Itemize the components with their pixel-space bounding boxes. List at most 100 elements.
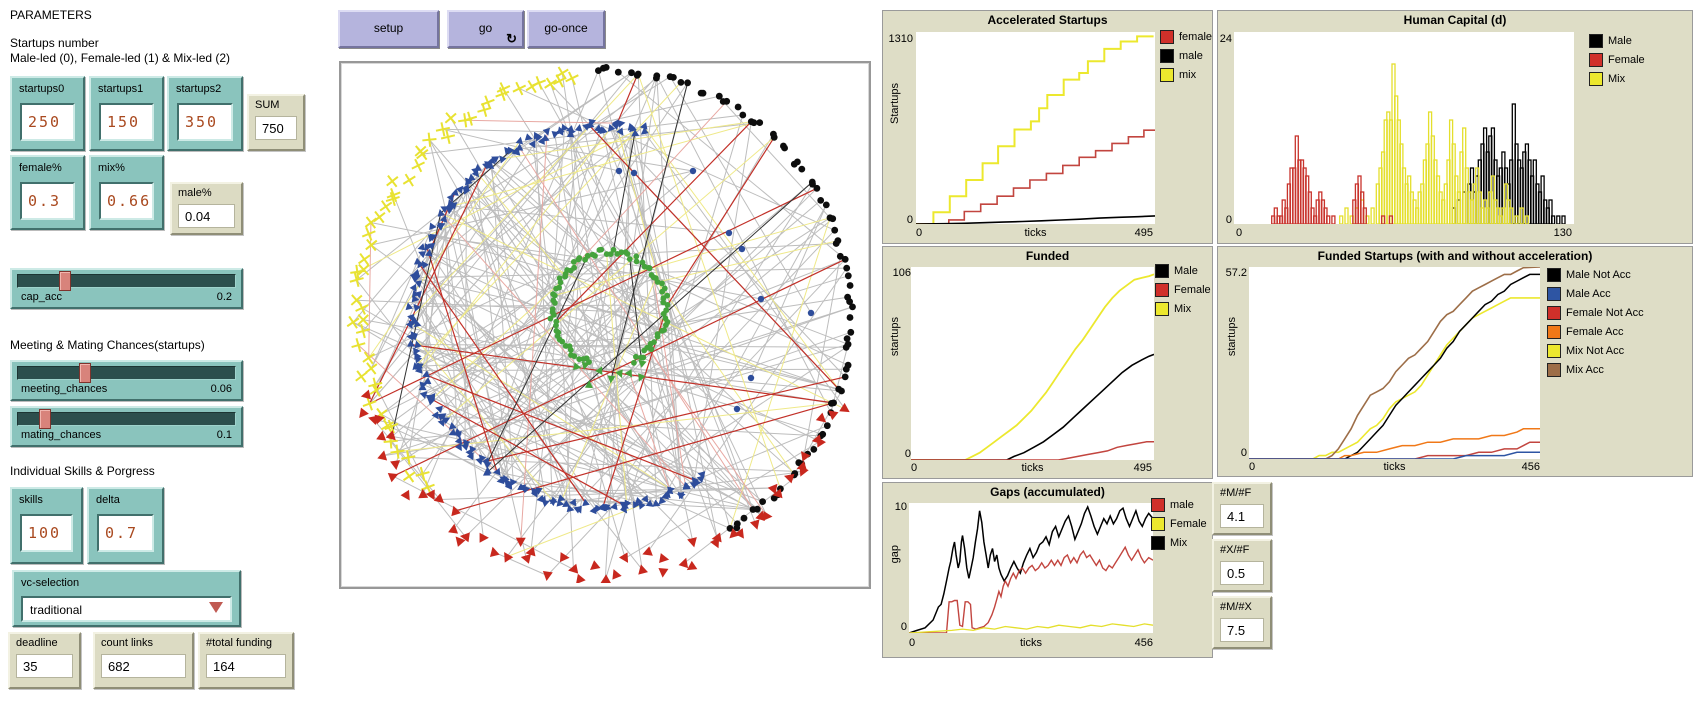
total-funding-label: #total funding [206, 637, 273, 649]
world-view [339, 61, 871, 589]
x-axis-label: ticks [1021, 462, 1044, 474]
legend-swatch [1547, 286, 1561, 301]
mix-pct-value-field[interactable]: 0.66 [99, 182, 154, 220]
x-min-tick: 0 [916, 227, 923, 239]
startups0-label: startups0 [19, 83, 65, 95]
plot-title: Funded [1025, 249, 1070, 263]
startups2-input: startups2 350 [167, 76, 243, 151]
male-pct-monitor: male% 0.04 [170, 182, 243, 235]
legend-label: Female Acc [1566, 325, 1624, 338]
startups-heading-line1: Startups number [10, 36, 99, 50]
go-once-button-label: go-once [544, 21, 588, 35]
legend-item: Female Not Acc [1547, 303, 1644, 322]
x-max-tick: 495 [1133, 462, 1152, 474]
mix-pct-input: mix% 0.66 [89, 155, 164, 230]
legend-item: Mix Acc [1547, 360, 1644, 379]
meeting-chances-value: 0.06 [210, 383, 232, 395]
x-min-tick: 0 [911, 462, 918, 474]
series-male [909, 545, 1153, 633]
legend-swatch [1547, 324, 1561, 339]
legend-item: Female [1151, 514, 1207, 533]
female-pct-input: female% 0.3 [10, 155, 85, 230]
startups1-value-field[interactable]: 150 [99, 103, 154, 141]
go-button[interactable]: go ↻ [447, 10, 524, 48]
female-pct-value-field[interactable]: 0.3 [20, 182, 75, 220]
parameters-title: PARAMETERS [10, 8, 92, 22]
series-male [911, 353, 1154, 460]
y-min-tick: 0 [904, 448, 911, 460]
hist-series-male [1451, 103, 1566, 224]
chevron-down-icon[interactable] [209, 602, 223, 613]
count-links-value: 682 [101, 654, 186, 678]
legend-item: Male [1155, 261, 1211, 280]
legend-swatch [1547, 305, 1561, 320]
y-max-tick: 57.2 [1225, 267, 1247, 279]
x-max-tick: 130 [1553, 227, 1572, 239]
forever-icon: ↻ [506, 31, 517, 46]
y-axis-label: startups [889, 317, 901, 357]
mating-chances-slider-track[interactable] [17, 409, 236, 429]
legend-label: mix [1179, 68, 1197, 81]
plot-funded-startups-acc: Funded Startups (with and without accele… [1217, 246, 1693, 477]
legend-item: Female [1155, 280, 1211, 299]
startups0-value-field[interactable]: 250 [20, 103, 75, 141]
legend-item: Mix [1151, 533, 1207, 552]
startups2-label: startups2 [176, 83, 222, 95]
x-axis-label: ticks [1024, 227, 1047, 239]
y-min-tick: 0 [1240, 447, 1247, 459]
series-female-acc [1249, 428, 1540, 459]
delta-label: delta [96, 494, 120, 506]
skills-label: skills [19, 494, 43, 506]
legend-label: Mix Not Acc [1566, 344, 1625, 357]
plot-legend: Male Female Mix [1589, 31, 1645, 88]
x-min-tick: 0 [1249, 461, 1256, 473]
startups2-value-field[interactable]: 350 [177, 103, 233, 141]
vc-selection-dropdown[interactable]: traditional [21, 596, 232, 622]
x-max-tick: 495 [1134, 227, 1153, 239]
legend-item: Male [1589, 31, 1645, 50]
skills-value-field[interactable]: 100 [20, 514, 73, 552]
legend-label: female [1179, 30, 1213, 43]
legend-swatch [1155, 263, 1169, 278]
legend-item: Male Acc [1547, 284, 1644, 303]
startups-heading-line2: Male-led (0), Female-led (1) & Mix-led (… [10, 51, 231, 65]
series-mix-acc [1249, 267, 1540, 459]
plot-title: Gaps (accumulated) [990, 485, 1105, 499]
x-f-ratio-monitor: #X/#F 0.5 [1212, 539, 1272, 592]
plot-canvas [1249, 267, 1540, 459]
mating-chances-slider: mating_chances 0.1 [10, 406, 243, 447]
x-max-tick: 456 [1521, 461, 1540, 473]
series-mix [916, 35, 1154, 224]
cap-acc-slider: cap_acc 0.2 [10, 268, 243, 309]
go-once-button[interactable]: go-once [527, 10, 605, 48]
legend-item: Female [1589, 50, 1645, 69]
legend-label: Female [1170, 517, 1207, 530]
series-female-not-acc [1249, 441, 1540, 459]
skills-input: skills 100 [10, 487, 83, 564]
meeting-chances-slider-track[interactable] [17, 363, 236, 383]
deadline-value: 35 [16, 654, 73, 678]
meeting-chances-slider-handle[interactable] [79, 363, 91, 383]
y-max-tick: 1310 [888, 33, 913, 45]
deadline-label: deadline [16, 637, 58, 649]
plot-legend: male Female Mix [1151, 495, 1207, 552]
legend-item: male [1160, 46, 1212, 65]
plot-canvas [916, 32, 1155, 224]
series-female [911, 441, 1154, 460]
mating-chances-slider-handle[interactable] [39, 409, 51, 429]
plot-title: Funded Startups (with and without accele… [1317, 249, 1593, 263]
y-min-tick: 0 [906, 214, 913, 226]
delta-value-field[interactable]: 0.7 [97, 514, 154, 552]
setup-button[interactable]: setup [338, 10, 439, 48]
legend-label: Mix Acc [1566, 363, 1604, 376]
m-x-ratio-label: #M/#X [1220, 601, 1252, 613]
legend-label: Male [1174, 264, 1198, 277]
legend-item: Mix [1155, 299, 1211, 318]
legend-label: Female [1608, 53, 1645, 66]
plot-title: Human Capital (d) [1403, 13, 1507, 27]
cap-acc-slider-track[interactable] [17, 271, 236, 291]
sum-label: SUM [255, 99, 280, 111]
cap-acc-slider-handle[interactable] [59, 271, 71, 291]
x-f-ratio-label: #X/#F [1220, 544, 1250, 556]
